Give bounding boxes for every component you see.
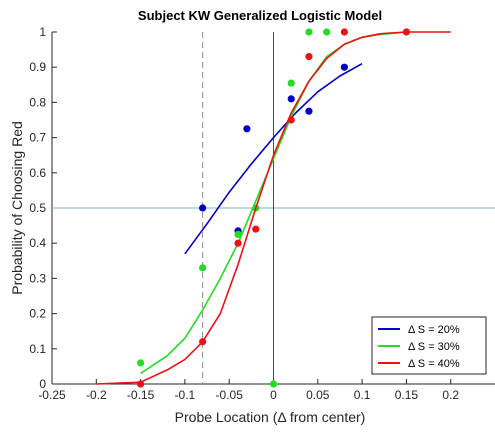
y-axis-label: Probability of Choosing Red — [9, 121, 25, 295]
x-tick-label: -0.1 — [175, 388, 196, 402]
data-point-series-1 — [305, 108, 312, 115]
x-tick-label: 0 — [270, 388, 277, 402]
legend-label-2: Δ S = 30% — [408, 341, 460, 353]
data-point-series-1 — [288, 95, 295, 102]
data-point-series-3 — [341, 28, 348, 35]
chart-title: Subject KW Generalized Logistic Model — [138, 8, 382, 23]
data-point-series-3 — [288, 116, 295, 123]
data-point-series-2 — [323, 28, 330, 35]
data-point-series-3 — [137, 380, 144, 387]
data-point-series-2 — [137, 359, 144, 366]
data-point-series-2 — [234, 231, 241, 238]
data-point-series-2 — [270, 380, 277, 387]
data-point-series-3 — [252, 226, 259, 233]
y-tick-label: 0.5 — [29, 201, 46, 215]
data-point-series-2 — [305, 28, 312, 35]
y-tick-label: 1 — [39, 25, 46, 39]
x-tick-label: 0.05 — [306, 388, 330, 402]
x-tick-label: -0.15 — [127, 388, 155, 402]
legend-label-3: Δ S = 40% — [408, 358, 460, 370]
x-tick-label: 0.1 — [354, 388, 371, 402]
y-tick-label: 0.6 — [29, 166, 46, 180]
x-tick-label: 0.2 — [442, 388, 459, 402]
data-point-series-1 — [199, 204, 206, 211]
y-tick-label: 0.4 — [29, 236, 46, 250]
y-tick-label: 0.7 — [29, 131, 46, 145]
y-tick-label: 0.9 — [29, 60, 46, 74]
x-tick-label: -0.2 — [86, 388, 107, 402]
data-point-series-1 — [243, 125, 250, 132]
y-tick-label: 0.8 — [29, 95, 46, 109]
data-point-series-3 — [234, 240, 241, 247]
data-point-series-2 — [288, 79, 295, 86]
data-point-series-2 — [199, 264, 206, 271]
data-point-series-1 — [341, 64, 348, 71]
data-point-series-3 — [199, 338, 206, 345]
legend-label-1: Δ S = 20% — [408, 324, 460, 336]
y-tick-label: 0.3 — [29, 271, 46, 285]
data-point-series-3 — [403, 28, 410, 35]
x-tick-label: 0.15 — [395, 388, 419, 402]
y-tick-label: 0.2 — [29, 307, 46, 321]
x-axis-label: Probe Location (Δ from center) — [175, 409, 366, 425]
data-point-series-3 — [305, 53, 312, 60]
x-tick-label: -0.05 — [216, 388, 244, 402]
y-tick-label: 0 — [39, 377, 46, 391]
y-tick-label: 0.1 — [29, 342, 46, 356]
